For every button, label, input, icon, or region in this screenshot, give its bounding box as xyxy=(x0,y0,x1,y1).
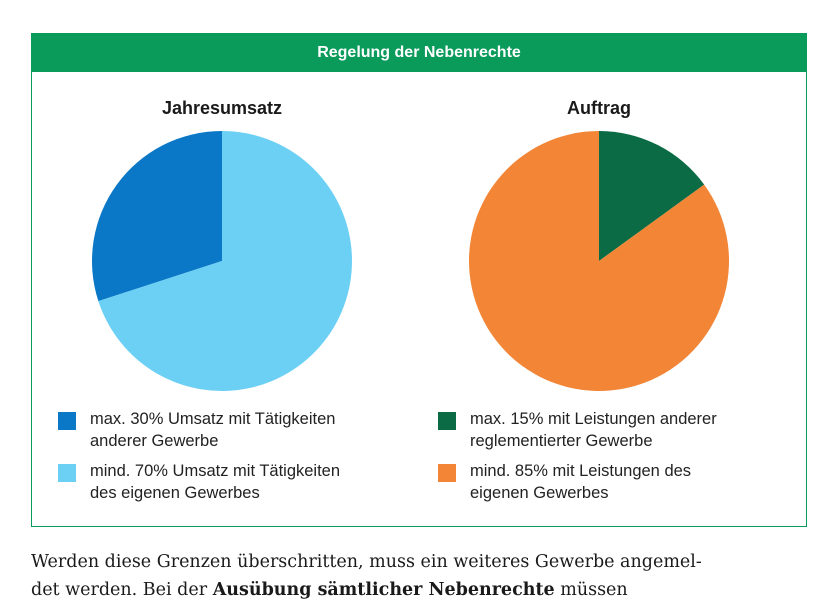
legend-swatch-green-dark xyxy=(438,412,456,430)
legend-item: max. 30% Umsatz mit Tätigkeiten anderer … xyxy=(58,408,340,452)
legend-jahresumsatz: max. 30% Umsatz mit Tätigkeiten anderer … xyxy=(58,408,340,512)
legend-item: mind. 85% mit Leistungen des eigenen Gew… xyxy=(438,460,717,504)
legend-swatch-blue-light xyxy=(58,464,76,482)
header-title: Regelung der Nebenrechte xyxy=(32,34,806,72)
body-paragraph: Werden diese Grenzen überschritten, muss… xyxy=(31,548,811,604)
pie-slice-0-1 xyxy=(98,131,352,391)
body-text-span: müssen xyxy=(554,580,628,600)
legend-text: max. 15% mit Leistungen anderer xyxy=(470,410,717,428)
pie-slice-1-0 xyxy=(599,131,705,261)
body-bold-term: Ausübung sämtlicher Nebenrechte xyxy=(212,580,555,600)
legend-text: eigenen Gewerbes xyxy=(470,484,609,502)
body-line: det werden. Bei der Ausübung sämtlicher … xyxy=(31,576,811,604)
legend-text: reglementierter Gewerbe xyxy=(470,432,653,450)
legend-text: max. 30% Umsatz mit Tätigkeiten xyxy=(90,410,336,428)
legend-swatch-blue-dark xyxy=(58,412,76,430)
chart-title-auftrag: Auftrag xyxy=(567,98,631,118)
legend-text: mind. 70% Umsatz mit Tätigkeiten xyxy=(90,462,341,480)
legend-text: mind. 85% mit Leistungen des xyxy=(470,462,692,480)
legend-text: des eigenen Gewerbes xyxy=(90,484,260,502)
pie-slice-0-0 xyxy=(91,131,222,302)
legend-swatch-orange xyxy=(438,464,456,482)
legend-item: mind. 70% Umsatz mit Tätigkeiten des eig… xyxy=(58,460,340,504)
legend-item: max. 15% mit Leistungen anderer reglemen… xyxy=(438,408,717,452)
chart-title-jahresumsatz: Jahresumsatz xyxy=(161,98,283,118)
pie-slice-1-1 xyxy=(468,131,729,392)
body-text-span: det werden. Bei der xyxy=(31,580,213,600)
legend-auftrag: max. 15% mit Leistungen anderer reglemen… xyxy=(438,408,717,512)
legend-text: anderer Gewerbe xyxy=(90,432,219,450)
body-line: Werden diese Grenzen überschritten, muss… xyxy=(31,552,702,572)
